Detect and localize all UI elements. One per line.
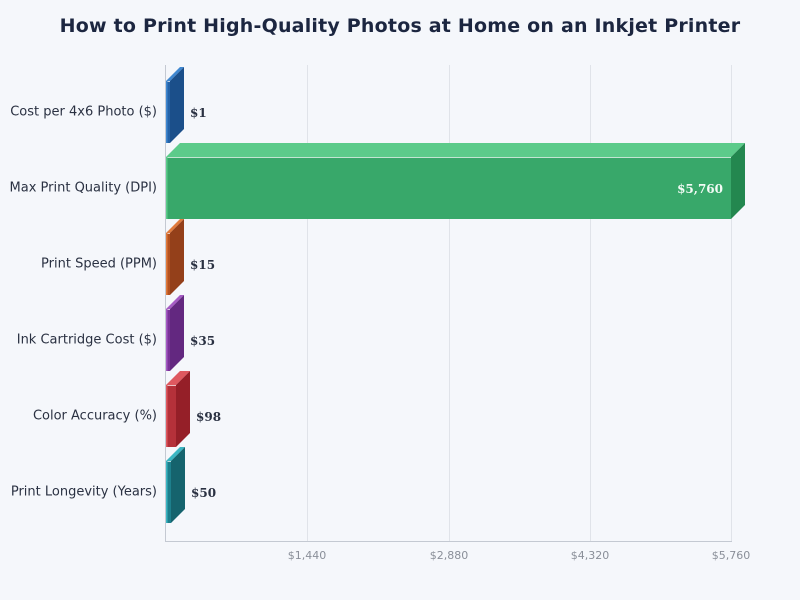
bar[interactable] [166,447,185,523]
bar-value-label: $50 [191,486,217,500]
x-tick-label: $2,880 [429,549,469,562]
gridline [449,65,450,541]
x-tick-label: $1,440 [287,549,327,562]
x-tick-label: $4,320 [570,549,610,562]
gridline [307,65,308,541]
category-label: Color Accuracy (%) [32,408,157,424]
bar[interactable] [166,143,745,219]
category-label: Print Longevity (Years) [10,484,157,500]
y-axis-line [165,65,166,542]
x-axis-line [165,541,732,542]
bar[interactable] [166,219,184,295]
bar-value-label: $5,760 [677,182,723,196]
category-label: Cost per 4x6 Photo ($) [10,104,157,120]
x-tick-label: $5,760 [711,549,751,562]
bar-value-label: $98 [196,410,222,424]
category-label: Ink Cartridge Cost ($) [16,332,157,348]
gridline [590,65,591,541]
bar[interactable] [166,67,184,143]
gridline [731,65,732,541]
category-label: Print Speed (PPM) [41,256,157,272]
bar[interactable] [166,295,184,371]
category-label: Max Print Quality (DPI) [9,180,157,196]
bar-value-label: $35 [190,334,216,348]
chart-title: How to Print High-Quality Photos at Home… [59,15,741,37]
bar-value-label: $1 [190,106,207,120]
bar-value-label: $15 [190,258,216,272]
bar[interactable] [166,371,190,447]
